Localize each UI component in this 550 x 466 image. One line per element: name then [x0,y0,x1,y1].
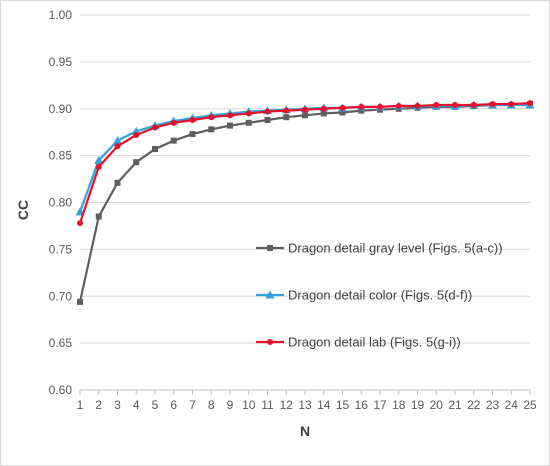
legend-label: Dragon detail color (Figs. 5(d-f)) [288,288,472,303]
data-point [170,137,177,144]
data-point [189,117,196,123]
legend-item: Dragon detail color (Figs. 5(d-f)) [256,288,472,303]
series-lines [75,100,535,305]
x-tick-label: 18 [392,398,406,412]
data-point [113,136,122,145]
data-point [264,108,271,115]
data-point [320,110,327,117]
x-tick-label: 15 [336,398,350,412]
x-tick-label: 12 [280,398,294,412]
x-tick-label: 6 [170,398,177,412]
series-line [78,103,530,213]
data-point [170,119,177,126]
data-point [245,110,252,117]
data-point [114,143,121,150]
data-point [283,107,290,114]
data-point [358,103,365,110]
data-point [77,298,83,305]
data-point [95,213,102,220]
y-tick-label: 0.80 [49,196,73,210]
y-axis-title: CC [15,200,31,220]
y-tick-label: 0.60 [49,383,73,397]
data-point [358,107,365,114]
data-point [152,124,158,131]
data-point [508,101,515,108]
x-tick-label: 11 [261,398,274,412]
data-point [95,163,102,170]
data-point [227,122,233,129]
legend-marker [267,245,273,251]
x-tick-label: 25 [523,398,537,412]
x-tick-label: 19 [411,398,425,412]
x-tick-label: 9 [227,398,234,412]
legend-marker [265,290,275,299]
legend-marker [267,339,273,345]
data-point [433,102,440,108]
y-tick-label: 0.75 [49,242,73,256]
y-tick-label: 0.70 [49,289,73,303]
y-tick-label: 0.65 [49,336,73,350]
series-3 [77,100,533,227]
data-point [320,105,327,112]
x-tick-label: 14 [317,398,331,412]
x-axis-title: N [300,423,310,439]
data-point [77,220,83,227]
data-point [489,101,496,108]
data-point [377,103,383,110]
axes: 0.600.650.700.750.800.850.900.951.001 2 3 4… [49,8,537,412]
data-point [94,155,104,164]
x-tick-label: 22 [467,398,481,412]
x-tick-label: 1 [77,398,84,412]
series-line [78,102,531,224]
x-tick-label: 17 [373,398,387,412]
legend: Dragon detail gray level (Figs. 5(a-c)) D… [256,241,503,350]
legend-label: Dragon detail lab (Figs. 5(g-i)) [288,335,461,350]
x-tick-label: 2 [95,398,102,412]
data-point [131,126,141,135]
x-tick-label: 13 [298,398,312,412]
data-point [114,179,121,186]
data-point [133,132,140,138]
x-tick-label: 8 [208,398,215,412]
data-point [189,131,196,138]
data-point [452,102,458,108]
data-point [302,112,308,119]
y-tick-label: 0.85 [49,149,73,163]
x-tick-label: 5 [152,398,159,412]
legend-item: Dragon detail gray level (Figs. 5(a-c)) [256,241,503,256]
x-tick-label: 20 [430,398,444,412]
data-point [470,102,477,108]
data-point [395,102,402,109]
data-point [227,112,233,119]
y-tick-label: 1.00 [49,8,73,22]
data-point [208,114,215,121]
y-tick-label: 0.95 [49,55,73,69]
legend-item: Dragon detail lab (Figs. 5(g-i)) [256,335,461,350]
y-tick-label: 0.90 [49,102,73,116]
x-tick-label: 7 [189,398,196,412]
x-tick-label: 16 [355,398,369,412]
x-tick-label: 21 [448,398,462,412]
x-tick-label: 10 [242,398,256,412]
x-tick-label: 3 [114,398,121,412]
x-tick-label: 4 [133,398,140,412]
data-point [414,102,421,109]
gridlines [80,14,530,344]
data-point [339,104,346,111]
x-tick-label: 23 [486,398,500,412]
data-point [527,100,533,107]
data-point [245,119,252,126]
data-point [152,146,158,153]
data-point [133,159,140,166]
x-tick-label: 24 [505,398,519,412]
legend-label: Dragon detail gray level (Figs. 5(a-c)) [288,241,503,256]
data-point [264,117,271,123]
data-point [339,109,346,116]
data-point [208,126,215,133]
data-point [283,114,290,121]
data-point [302,106,308,113]
